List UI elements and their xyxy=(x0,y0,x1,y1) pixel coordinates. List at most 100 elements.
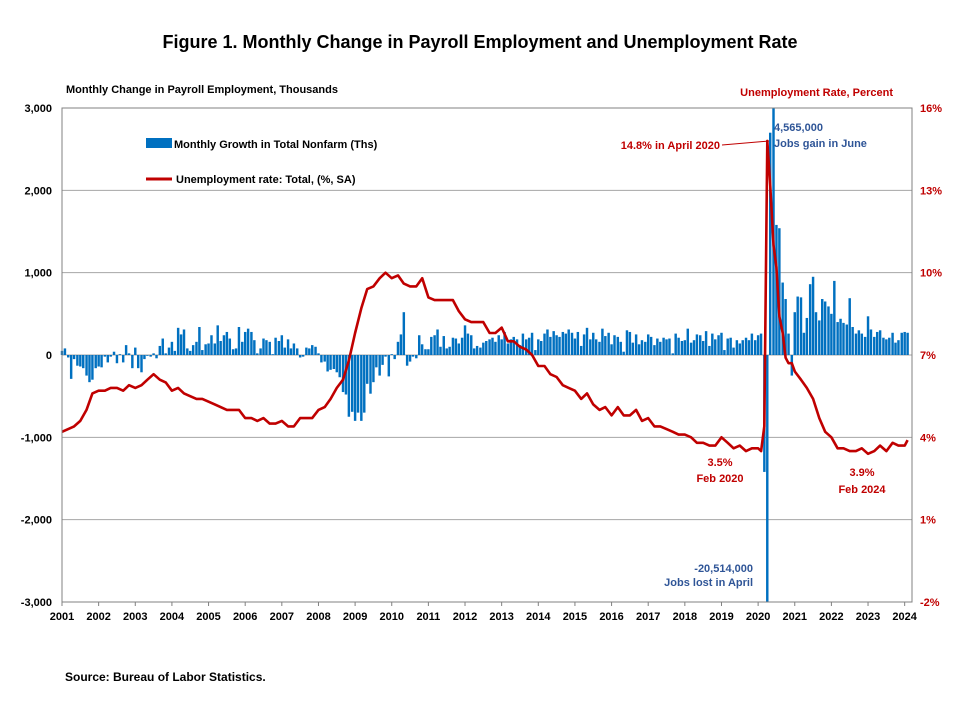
payroll-bar xyxy=(656,338,659,355)
x-tick-label: 2009 xyxy=(343,611,367,623)
payroll-bar xyxy=(524,339,528,355)
x-tick-label: 2010 xyxy=(379,611,403,623)
payroll-bar xyxy=(152,353,155,355)
payroll-bar xyxy=(301,355,305,357)
payroll-bar xyxy=(277,341,281,355)
payroll-bar xyxy=(692,340,696,355)
payroll-bar xyxy=(295,348,299,355)
payroll-bar xyxy=(552,331,555,355)
payroll-bar xyxy=(589,339,592,355)
payroll-bar xyxy=(237,327,241,355)
payroll-bar xyxy=(827,306,830,355)
payroll-bar xyxy=(875,331,879,355)
payroll-bar xyxy=(768,132,772,355)
payroll-bar xyxy=(305,347,308,355)
payroll-bar xyxy=(314,346,317,355)
payroll-bar xyxy=(811,276,815,355)
payroll-bar xyxy=(262,338,265,355)
payroll-bar xyxy=(427,349,430,355)
payroll-bar xyxy=(882,337,885,355)
payroll-bar xyxy=(121,355,125,363)
payroll-bar xyxy=(601,328,604,355)
payroll-bar xyxy=(241,341,244,355)
payroll-bar xyxy=(311,345,314,355)
payroll-bar xyxy=(646,334,650,355)
x-tick-label: 2021 xyxy=(783,611,807,623)
payroll-bar xyxy=(344,355,348,395)
right-tick-label: 1% xyxy=(920,515,936,527)
payroll-bar xyxy=(509,339,513,355)
payroll-bar xyxy=(191,345,195,355)
payroll-bar xyxy=(735,340,739,355)
payroll-bar xyxy=(848,298,851,355)
annotation-june-gain-value: 4,565,000 xyxy=(774,122,823,134)
payroll-bar xyxy=(717,335,720,355)
payroll-bar xyxy=(564,333,567,355)
payroll-bar xyxy=(207,343,210,355)
payroll-bar xyxy=(341,355,345,393)
payroll-bar xyxy=(723,350,726,355)
payroll-bar xyxy=(839,318,842,355)
payroll-bar xyxy=(903,331,906,355)
payroll-bar xyxy=(634,334,638,355)
payroll-bar xyxy=(204,344,207,355)
payroll-bar xyxy=(320,355,323,363)
payroll-bar xyxy=(799,297,803,355)
payroll-bar xyxy=(708,345,711,355)
payroll-bar xyxy=(283,347,286,355)
payroll-bar xyxy=(744,337,748,355)
payroll-bar xyxy=(906,332,909,355)
payroll-bar xyxy=(439,346,442,355)
x-tick-label: 2005 xyxy=(196,611,220,623)
payroll-bar xyxy=(402,312,406,355)
x-tick-label: 2004 xyxy=(160,611,185,623)
payroll-bar xyxy=(644,341,647,355)
payroll-bar xyxy=(506,343,510,355)
payroll-bar xyxy=(155,355,158,359)
payroll-bar xyxy=(900,332,903,355)
payroll-bar xyxy=(778,228,781,355)
payroll-bar xyxy=(347,355,351,417)
right-axis-ticks: -2% 1% 4% 7% 10% 13% 16% xyxy=(920,103,942,609)
payroll-bar xyxy=(833,280,836,355)
payroll-bar xyxy=(594,339,598,355)
payroll-bar xyxy=(479,347,482,355)
payroll-bar xyxy=(424,349,427,355)
payroll-bar xyxy=(851,327,854,355)
payroll-bar xyxy=(136,355,140,369)
payroll-bar xyxy=(775,224,778,355)
chart-title: Figure 1. Monthly Change in Payroll Empl… xyxy=(162,32,798,52)
payroll-bar xyxy=(256,353,259,355)
payroll-bar xyxy=(353,355,357,421)
annotation-april-loss-label: Jobs lost in April xyxy=(664,577,753,589)
payroll-bar xyxy=(176,327,180,355)
payroll-bar xyxy=(527,337,531,355)
payroll-bar xyxy=(631,342,635,355)
payroll-bar xyxy=(726,338,729,355)
x-tick-label: 2019 xyxy=(709,611,733,623)
payroll-bar xyxy=(411,355,415,357)
payroll-bar xyxy=(216,325,219,355)
source-note: Source: Bureau of Labor Statistics. xyxy=(65,670,266,684)
payroll-bar xyxy=(243,331,247,355)
payroll-bar xyxy=(582,334,586,355)
payroll-bar xyxy=(787,333,790,355)
payroll-bar xyxy=(619,341,622,355)
x-tick-label: 2008 xyxy=(306,611,330,623)
payroll-bar xyxy=(149,355,152,357)
payroll-bar xyxy=(579,345,583,355)
payroll-bar xyxy=(442,336,445,355)
payroll-bar xyxy=(134,347,137,355)
payroll-bar xyxy=(897,340,900,355)
payroll-bar xyxy=(701,341,705,355)
payroll-bar xyxy=(94,355,97,369)
payroll-bar xyxy=(677,337,680,355)
payroll-bar xyxy=(170,341,174,355)
x-tick-label: 2017 xyxy=(636,611,660,623)
legend-bars-swatch xyxy=(146,138,172,148)
left-axis-ticks: -3,000 -2,000 -1,000 0 1,000 2,000 3,000 xyxy=(21,103,52,609)
left-tick-label: -1,000 xyxy=(21,432,52,444)
payroll-bar xyxy=(888,337,891,355)
payroll-bar xyxy=(433,335,436,355)
payroll-bar xyxy=(143,355,146,360)
